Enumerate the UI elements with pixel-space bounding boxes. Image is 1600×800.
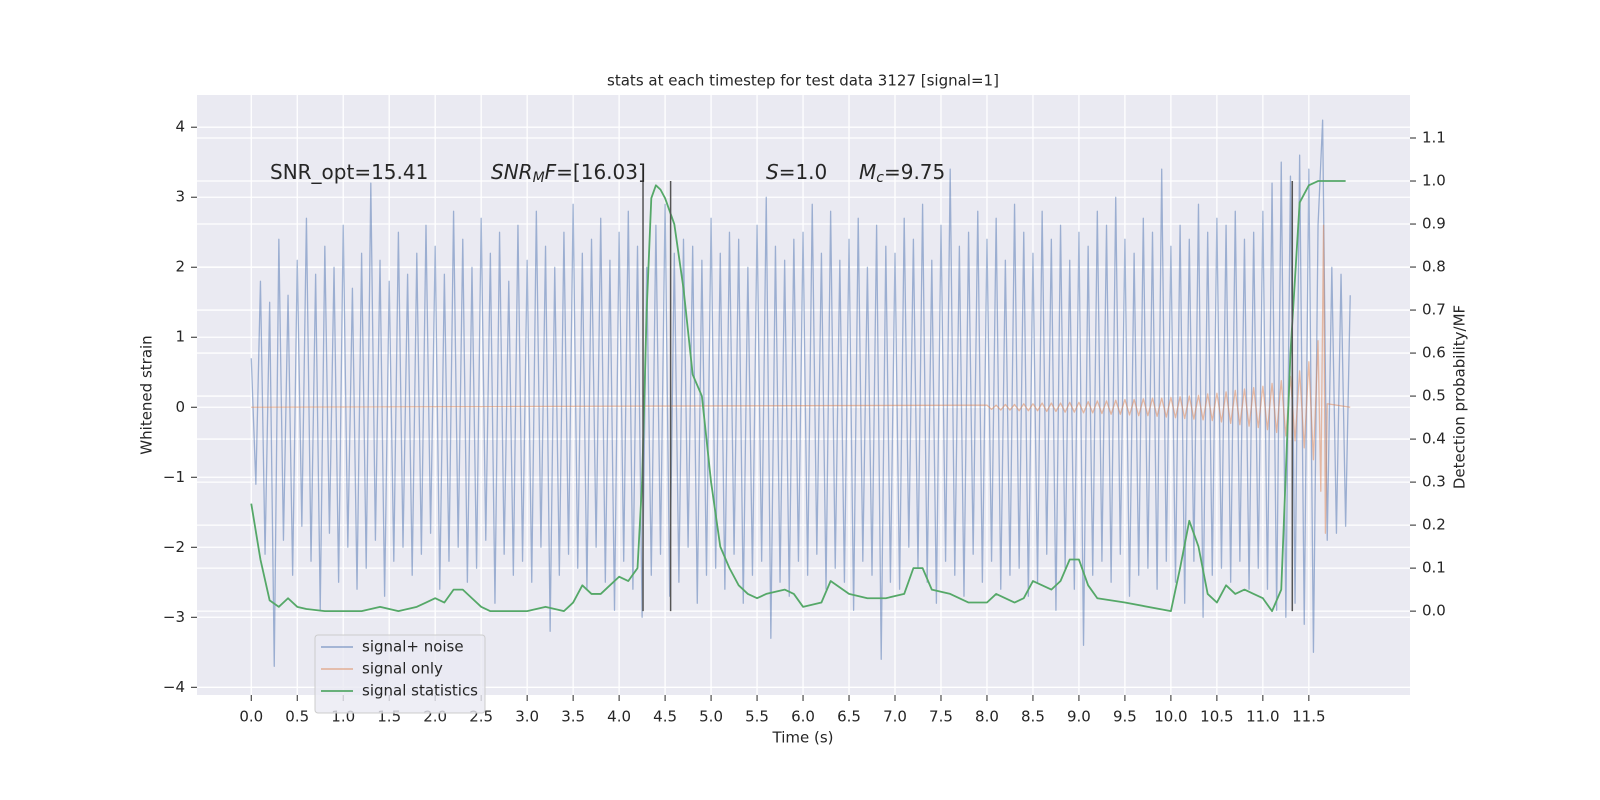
x-tick-label: 6.5: [837, 708, 861, 726]
x-tick-label: 6.0: [791, 708, 815, 726]
annotations: SNR_opt=15.41 SNRMF=[16.03] S=1.0 Mc=9.7…: [270, 160, 945, 187]
y-tick-label: 4: [175, 118, 185, 136]
axes: 0.0 0.5 1.0 1.5 2.0 2.5 3.0 3.5 4.0 4.5 5.0 5.5 6.0 6…: [163, 118, 1446, 726]
x-tick-label: 0.5: [285, 708, 309, 726]
annotation-part: SNR: [491, 160, 533, 184]
series-line: [251, 224, 1351, 534]
legend-box: [314, 634, 486, 714]
annotation-part: =9.75: [884, 160, 945, 184]
chart-title: stats at each timestep for test data 312…: [607, 72, 999, 90]
x-tick-label: 3.0: [515, 708, 539, 726]
y2-tick-label: 0.9: [1422, 215, 1446, 233]
x-tick-label: 3.5: [561, 708, 585, 726]
y-tick-label: −2: [163, 538, 185, 556]
y2-tick-label: 0.6: [1422, 344, 1446, 362]
x-tick-label: 11.5: [1292, 708, 1325, 726]
y2-tick-label: 1.1: [1422, 129, 1446, 147]
y-tick-label: 2: [175, 258, 185, 276]
marks: [250, 119, 1351, 667]
y2-tick-label: 0.7: [1422, 301, 1446, 319]
annotation-part: c: [876, 170, 884, 186]
y2-tick-label: 0.0: [1422, 602, 1446, 620]
x-tick-label: 7.0: [883, 708, 907, 726]
legend-label: signal only: [362, 660, 443, 678]
annotation: Mc=9.75: [859, 160, 945, 187]
annotation-part: M: [859, 160, 876, 184]
x-tick-label: 10.5: [1200, 708, 1233, 726]
x-tick-label: 10.0: [1154, 708, 1187, 726]
annotation: SNRMF=[16.03]: [491, 160, 646, 187]
x-tick-label: 7.5: [929, 708, 953, 726]
annotation-part: S: [766, 160, 779, 184]
x-tick-label: 9.5: [1113, 708, 1137, 726]
legend: signal+ noise signal only signal statistic…: [314, 634, 486, 714]
x-tick-label: 9.0: [1067, 708, 1091, 726]
annotation: S=1.0: [766, 160, 827, 184]
series-line: [250, 180, 1346, 613]
y2-tick-label: 0.5: [1422, 387, 1446, 405]
x-tick-label: 4.5: [653, 708, 677, 726]
annotation-part: M: [533, 170, 545, 186]
x-tick-label: 11.0: [1246, 708, 1279, 726]
y-tick-label: 0: [175, 398, 185, 416]
x-tick-label: 0.0: [239, 708, 263, 726]
y-tick-label: −1: [163, 468, 185, 486]
y2-tick-label: 0.4: [1422, 430, 1446, 448]
y-tick-label: −3: [163, 608, 185, 626]
x-tick-label: 8.0: [975, 708, 999, 726]
x-tick-label: 4.0: [607, 708, 631, 726]
legend-label: signal+ noise: [362, 638, 464, 656]
y2-tick-label: 0.1: [1422, 559, 1446, 577]
y-axis-label: Whitened strain: [138, 335, 156, 454]
y2-axis-label: Detection probability/MF: [1451, 305, 1469, 489]
x-tick-label: 5.0: [699, 708, 723, 726]
annotation-part: SNR_opt=15.41: [270, 160, 428, 184]
x-axis-label: Time (s): [772, 729, 834, 747]
y2-tick-label: 0.3: [1422, 473, 1446, 491]
y2-tick-label: 1.0: [1422, 172, 1446, 190]
x-tick-label: 8.5: [1021, 708, 1045, 726]
series-line: [250, 119, 1351, 667]
y2-tick-label: 0.8: [1422, 258, 1446, 276]
x-tick-label: 5.5: [745, 708, 769, 726]
legend-label: signal statistics: [362, 682, 478, 700]
y-tick-label: −4: [163, 678, 185, 696]
y-tick-label: 1: [175, 328, 185, 346]
y-tick-label: 3: [175, 188, 185, 206]
annotation-part: =1.0: [779, 160, 828, 184]
annotation-part: F: [545, 160, 557, 184]
annotation: SNR_opt=15.41: [270, 160, 428, 184]
y2-tick-label: 0.2: [1422, 516, 1446, 534]
annotation-part: =[16.03]: [556, 160, 646, 184]
